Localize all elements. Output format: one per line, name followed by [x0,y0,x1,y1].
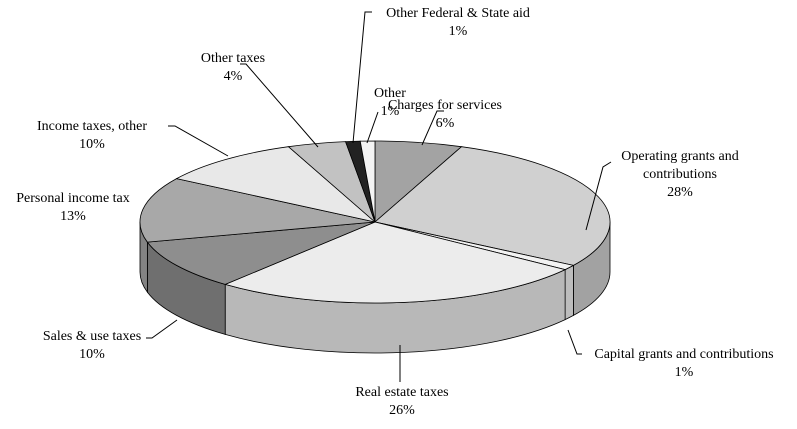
leader-line [366,111,379,144]
slice-label: Other 1% [360,85,420,121]
pie-slice [223,221,567,304]
label-name: Operating grants and contributions [621,149,739,182]
leader-line [240,63,319,148]
leader-line [421,110,444,146]
label-value: 4% [223,69,243,84]
slice-label: Operating grants and contributions 28% [600,148,760,202]
slice-label: Income taxes, other 10% [12,118,172,154]
label-value: 1% [448,24,468,39]
pie-slice [139,178,376,243]
label-name: Other taxes [200,51,266,66]
leader-line [146,319,178,339]
label-value: 6% [435,116,455,131]
label-name: Sales & use taxes [42,329,142,344]
pie-slice [374,146,611,266]
label-value: 10% [79,347,105,362]
slice-label: Real estate taxes 26% [322,384,482,420]
slice-label: Sales & use taxes 10% [12,328,172,364]
leader-line [585,161,612,231]
label-name: Personal income tax [16,191,130,206]
slice-label: Capital grants and contributions 1% [564,346,797,382]
label-name: Real estate taxes [355,385,449,400]
label-name: Other [374,86,406,101]
leader-line [352,11,372,144]
slice-label: Personal income tax 13% [0,190,148,226]
label-value: 26% [389,403,415,418]
label-name: Charges for services [387,98,503,113]
label-value: 1% [380,104,400,119]
pie-slice [175,146,376,223]
label-name: Income taxes, other [36,119,147,134]
slice-label: Other Federal & State aid 1% [358,5,558,41]
leader-line [168,125,229,157]
pie-side [564,264,574,321]
label-value: 1% [674,365,694,380]
leader-line [567,329,582,355]
slice-label: Other taxes 4% [173,50,293,86]
label-name: Capital grants and contributions [594,347,774,362]
label-name: Other Federal & State aid [386,6,530,21]
label-value: 13% [60,209,86,224]
label-value: 10% [79,137,105,152]
slice-label: Charges for services 6% [365,97,525,133]
label-value: 28% [667,185,693,200]
pie-slice [146,221,376,285]
